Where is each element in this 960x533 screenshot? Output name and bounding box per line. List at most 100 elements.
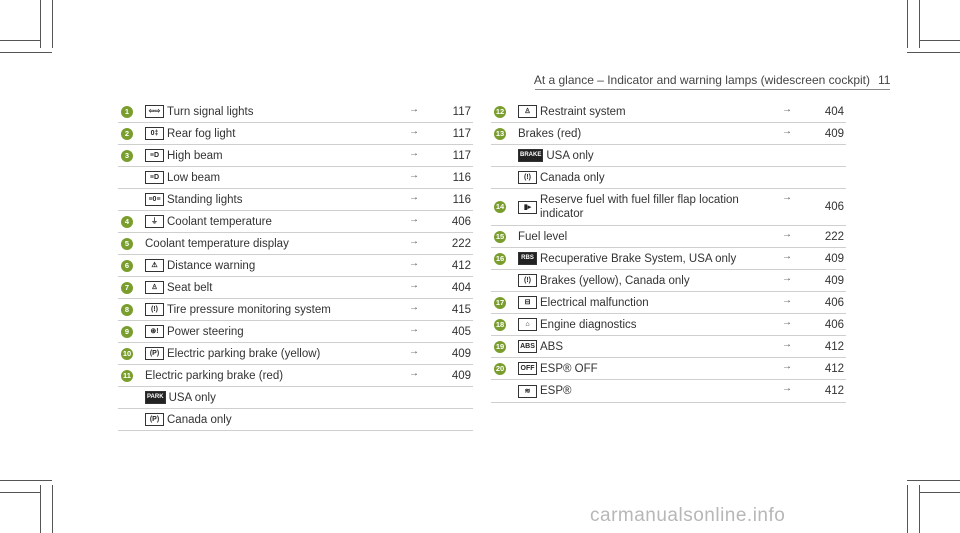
page-reference-arrow-icon: →	[782, 251, 792, 262]
lamp-label: RBS Recuperative Brake System, USA only	[518, 252, 736, 266]
crop-mark	[0, 52, 52, 53]
item-number-badge: 20	[494, 362, 506, 375]
tire-pressure-icon: (!)	[145, 303, 164, 316]
lamp-label: Coolant temperature display	[145, 237, 289, 251]
page-reference[interactable]: 415	[451, 303, 471, 316]
page-reference[interactable]: 412	[824, 340, 844, 353]
item-number-badge: 9	[121, 325, 133, 338]
lamp-description: Fuel level	[518, 230, 568, 243]
page-reference[interactable]: 409	[451, 347, 471, 360]
park-icon: PARK	[145, 391, 166, 404]
page-reference[interactable]: 409	[451, 369, 471, 382]
lamp-label: ≡0≡ Standing lights	[145, 193, 242, 207]
lamp-description: ESP® OFF	[540, 362, 598, 375]
item-number-badge: 2	[121, 127, 133, 140]
lamp-row: (P) Canada only	[118, 409, 473, 431]
lamp-description: Electrical malfunction	[540, 296, 649, 309]
page-reference[interactable]: 222	[824, 230, 844, 243]
page-reference[interactable]: 412	[824, 362, 844, 375]
lamp-row: (!) Canada only	[491, 167, 846, 189]
lamp-description: ESP®	[540, 385, 572, 397]
coolant-temp-icon: ⏚	[145, 215, 164, 228]
page-reference[interactable]: 406	[824, 201, 844, 213]
lamp-description: USA only	[168, 391, 216, 404]
header-title: At a glance – Indicator and warning lamp…	[533, 73, 870, 87]
crop-mark	[919, 492, 960, 493]
page-reference-arrow-icon: →	[782, 295, 792, 306]
lamp-label: (!) Brakes (yellow), Canada only	[518, 274, 690, 288]
lamp-row: 19 ABS ABS → 412	[491, 336, 846, 358]
esp-off-icon: OFF	[518, 362, 537, 375]
lamp-row: 6 ⚠ Distance warning → 412	[118, 255, 473, 277]
lamp-row: PARK USA only	[118, 387, 473, 409]
page-reference[interactable]: 405	[451, 325, 471, 338]
lamp-label: 0‡ Rear fog light	[145, 127, 235, 141]
crop-mark	[907, 485, 908, 533]
page-reference[interactable]: 117	[452, 149, 471, 162]
page-reference[interactable]: 404	[451, 281, 471, 294]
lamp-label: ⊟ Electrical malfunction	[518, 296, 649, 310]
engine-icon: ⌂	[518, 318, 537, 331]
lamp-label: (P) Electric parking brake (yellow)	[145, 347, 320, 361]
item-number-badge: 3	[121, 149, 133, 162]
crop-mark	[919, 40, 960, 41]
item-number-badge: 19	[494, 340, 506, 353]
lamp-label: BRAKE USA only	[518, 149, 594, 163]
crop-mark	[907, 480, 960, 481]
crop-mark	[0, 492, 40, 493]
lamp-row: 12 ♙ Restraint system → 404	[491, 101, 846, 123]
page-reference[interactable]: 406	[824, 318, 844, 331]
page-reference-arrow-icon: →	[409, 126, 419, 137]
page-reference[interactable]: 409	[824, 127, 844, 140]
item-number-badge: 6	[121, 259, 133, 272]
lamp-description: Rear fog light	[167, 127, 236, 140]
item-number-badge: 15	[494, 230, 506, 243]
page-reference[interactable]: 116	[452, 171, 471, 184]
page-reference[interactable]: 409	[824, 274, 844, 287]
lamp-label: (P) Canada only	[145, 413, 232, 427]
page-reference[interactable]: 117	[452, 105, 471, 118]
page-reference[interactable]: 412	[451, 259, 471, 272]
restraint-icon: ♙	[518, 105, 537, 118]
lamp-description: Restraint system	[540, 105, 626, 118]
lamp-description: Electric parking brake (red)	[145, 369, 284, 382]
crop-mark	[0, 40, 40, 41]
page-reference-arrow-icon: →	[409, 258, 419, 269]
page-reference[interactable]: 409	[824, 252, 844, 265]
page-reference[interactable]: 406	[824, 296, 844, 309]
rear-fog-icon: 0‡	[145, 127, 164, 140]
item-number-badge: 1	[121, 105, 133, 118]
lamp-label: ≡D Low beam	[145, 171, 220, 185]
lamp-description: Recuperative Brake System, USA only	[540, 252, 737, 265]
parking-brake-icon: (P)	[145, 347, 164, 360]
lamp-label: ⊛! Power steering	[145, 325, 244, 339]
crop-mark	[907, 52, 960, 53]
item-number-badge: 8	[121, 303, 133, 316]
page-reference[interactable]: 406	[451, 215, 471, 228]
lamp-label: ≡D High beam	[145, 149, 223, 163]
page-reference[interactable]: 222	[451, 237, 471, 250]
page-reference[interactable]: 404	[824, 105, 844, 118]
page-reference[interactable]: 117	[452, 127, 471, 140]
battery-icon: ⊟	[518, 296, 537, 309]
page-reference-arrow-icon: →	[782, 383, 792, 394]
crop-mark	[907, 0, 908, 48]
lamp-description: USA only	[546, 149, 594, 162]
lamp-row: 5 Coolant temperature display → 222	[118, 233, 473, 255]
page-number: 11	[878, 73, 891, 87]
brake-icon: BRAKE	[518, 149, 544, 162]
lamp-label: (!) Canada only	[518, 171, 605, 185]
lamp-row: 18 ⌂ Engine diagnostics → 406	[491, 314, 846, 336]
page-header: At a glance – Indicator and warning lamp…	[0, 71, 960, 91]
lamp-row: 20 OFF ESP® OFF → 412	[491, 358, 846, 380]
page-reference[interactable]: 412	[824, 385, 844, 397]
page-reference[interactable]: 116	[452, 193, 471, 206]
crop-mark	[919, 0, 920, 48]
lamp-row: 1 ⇦⇨ Turn signal lights → 117	[118, 101, 473, 123]
page-reference-arrow-icon: →	[409, 170, 419, 181]
item-number-badge: 12	[494, 105, 506, 118]
lamp-row: 13 Brakes (red) → 409	[491, 123, 846, 145]
lamp-description: Turn signal lights	[167, 105, 254, 118]
page-reference-arrow-icon: →	[409, 104, 419, 115]
page-reference-arrow-icon: →	[782, 339, 792, 350]
